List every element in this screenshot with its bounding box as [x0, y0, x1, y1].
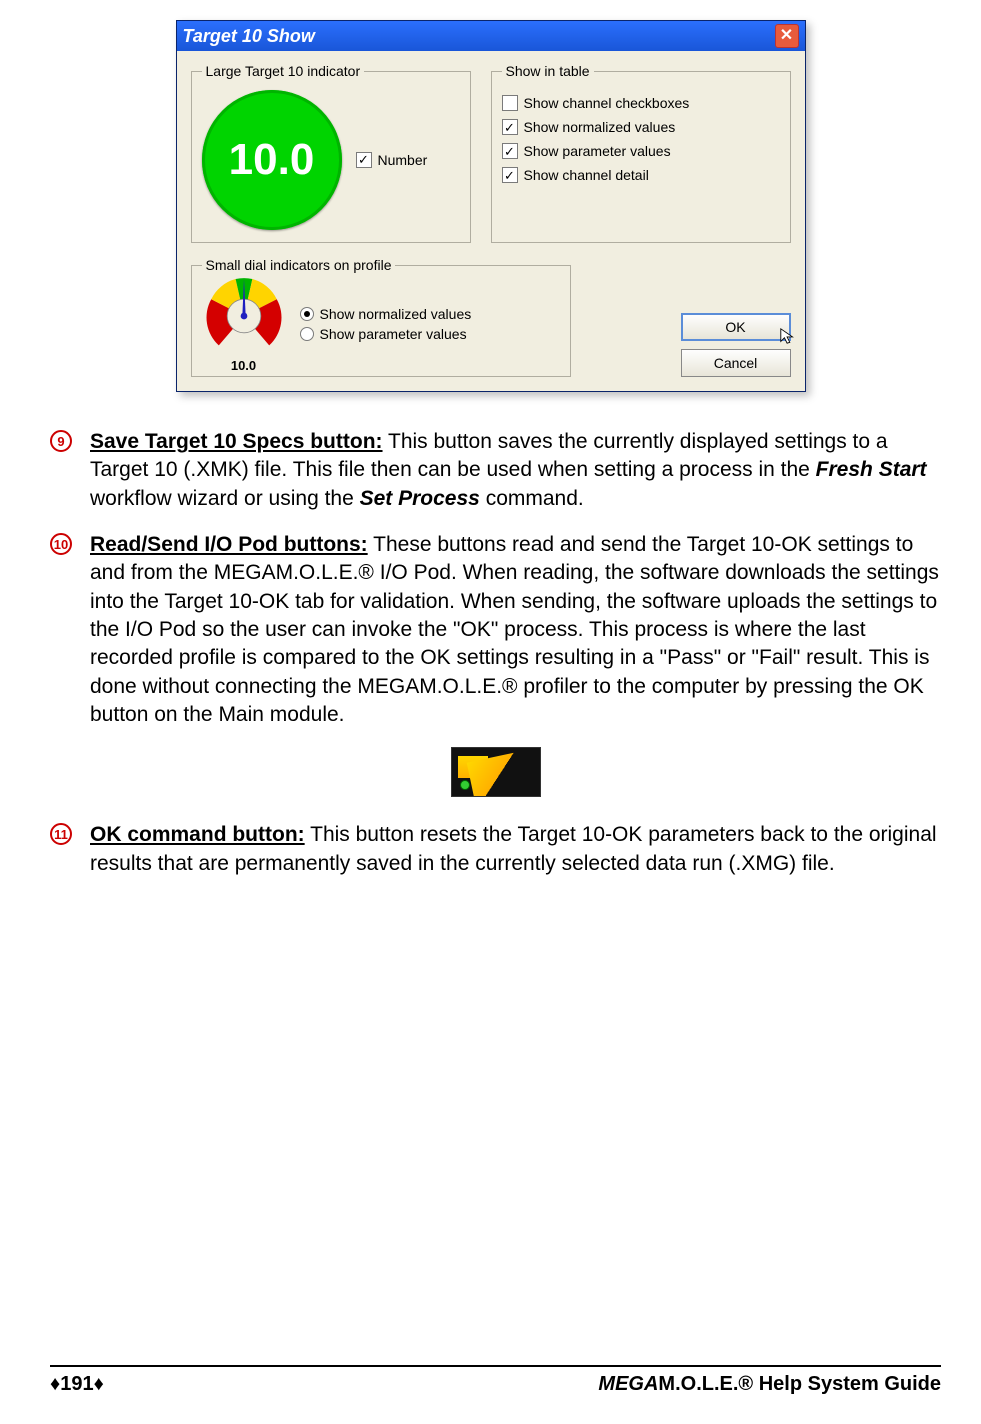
- show-in-table-legend: Show in table: [502, 63, 594, 79]
- dialog-container: Target 10 Show ✕ Large Target 10 indicat…: [176, 0, 806, 392]
- dialog-title: Target 10 Show: [183, 26, 315, 47]
- list-item: 9 Save Target 10 Specs button: This butt…: [50, 428, 941, 513]
- small-dial: 10.0: [202, 274, 286, 373]
- document-body: 9 Save Target 10 Specs button: This butt…: [50, 428, 941, 878]
- bullet-11: 11: [50, 821, 90, 878]
- list-item: 11 OK command button: This button resets…: [50, 821, 941, 878]
- footer-title: MEGAM.O.L.E.® Help System Guide: [598, 1373, 941, 1396]
- checkbox-label: Show parameter values: [524, 143, 671, 159]
- item-text: command.: [480, 487, 584, 510]
- radio-label: Show parameter values: [320, 326, 467, 342]
- page-footer: ♦191♦ MEGAM.O.L.E.® Help System Guide: [50, 1365, 941, 1396]
- page-number: ♦191♦: [50, 1373, 104, 1396]
- radio-label: Show normalized values: [320, 306, 472, 322]
- bullet-9: 9: [50, 428, 90, 513]
- bullet-number: 10: [50, 533, 72, 555]
- cancel-button-label: Cancel: [714, 355, 758, 371]
- checkbox-channel-detail[interactable]: ✓: [502, 167, 518, 183]
- dialog-body: Large Target 10 indicator 10.0 ✓ Number …: [177, 51, 805, 391]
- radio-parameter[interactable]: [300, 327, 314, 341]
- device-thumbnail-row: [50, 747, 941, 797]
- item-em: Set Process: [360, 487, 480, 510]
- io-pod-icon: [451, 747, 541, 797]
- item-em: Fresh Start: [816, 458, 927, 481]
- bullet-number: 11: [50, 823, 72, 845]
- gauge-icon: [202, 274, 286, 358]
- checkbox-label: Show normalized values: [524, 119, 676, 135]
- bullet-number: 9: [50, 430, 72, 452]
- large-dial: 10.0: [202, 90, 342, 230]
- ok-button[interactable]: OK: [681, 313, 791, 341]
- large-indicator-group: Large Target 10 indicator 10.0 ✓ Number: [191, 63, 471, 243]
- number-checkbox-label: Number: [378, 152, 428, 168]
- small-dial-caption: 10.0: [202, 358, 286, 373]
- checkbox-normalized-values[interactable]: ✓: [502, 119, 518, 135]
- item-text: These buttons read and send the Target 1…: [90, 533, 939, 726]
- number-checkbox[interactable]: ✓: [356, 152, 372, 168]
- cancel-button[interactable]: Cancel: [681, 349, 791, 377]
- bullet-10: 10: [50, 531, 90, 729]
- checkbox-label: Show channel checkboxes: [524, 95, 690, 111]
- item-term: Save Target 10 Specs button:: [90, 430, 383, 453]
- item-text: workflow wizard or using the: [90, 487, 360, 510]
- small-dial-group: Small dial indicators on profile: [191, 257, 571, 377]
- item-term: OK command button:: [90, 823, 305, 846]
- cursor-icon: [779, 327, 797, 345]
- item-term: Read/Send I/O Pod buttons:: [90, 533, 368, 556]
- target-10-show-dialog: Target 10 Show ✕ Large Target 10 indicat…: [176, 20, 806, 392]
- ok-button-label: OK: [725, 319, 745, 335]
- list-item: 10 Read/Send I/O Pod buttons: These butt…: [50, 531, 941, 729]
- checkbox-label: Show channel detail: [524, 167, 649, 183]
- footer-mega: MEGA: [598, 1373, 658, 1395]
- checkbox-channel-checkboxes[interactable]: [502, 95, 518, 111]
- dialog-titlebar: Target 10 Show ✕: [177, 21, 805, 51]
- checkbox-parameter-values[interactable]: ✓: [502, 143, 518, 159]
- radio-normalized[interactable]: [300, 307, 314, 321]
- large-indicator-legend: Large Target 10 indicator: [202, 63, 365, 79]
- show-in-table-group: Show in table Show channel checkboxes ✓ …: [491, 63, 791, 243]
- small-dial-legend: Small dial indicators on profile: [202, 257, 396, 273]
- footer-rest: M.O.L.E.® Help System Guide: [658, 1373, 941, 1395]
- close-icon[interactable]: ✕: [775, 24, 799, 48]
